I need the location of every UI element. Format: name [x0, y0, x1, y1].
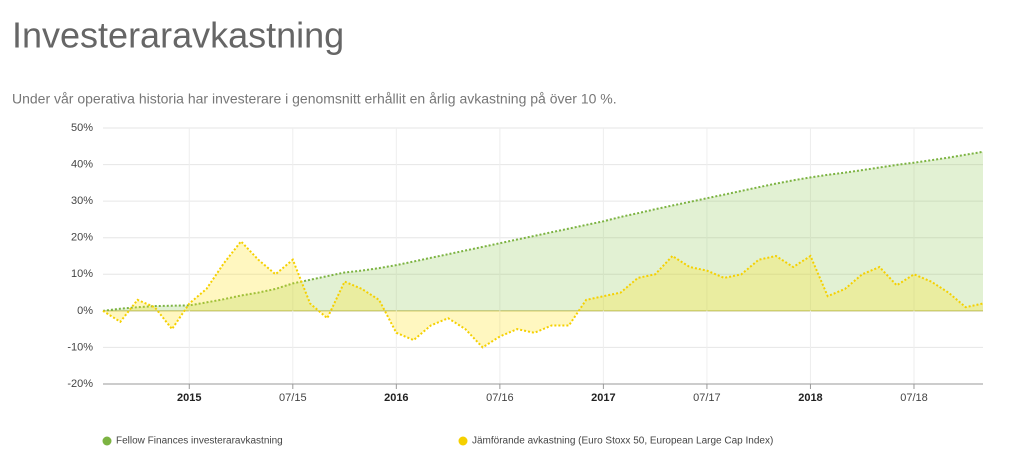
x-tick-label: 2015 [177, 392, 201, 404]
y-tick-label: 50% [71, 122, 93, 134]
legend-label: Jämförande avkastning (Euro Stoxx 50, Eu… [472, 436, 773, 447]
chart-subtitle: Under vår operativa historia har investe… [12, 91, 617, 107]
y-tick-label: -10% [67, 341, 93, 353]
x-tick-label: 2016 [384, 392, 408, 404]
x-tick-label: 07/17 [693, 392, 721, 404]
y-tick-label: 0% [77, 305, 93, 317]
legend-label: Fellow Finances investeraravkastning [116, 436, 283, 447]
chart-title: Investeraravkastning [12, 15, 344, 56]
y-tick-label: -20% [67, 378, 93, 390]
y-tick-label: 20% [71, 232, 93, 244]
x-tick-label: 2017 [591, 392, 615, 404]
area [103, 241, 983, 348]
x-tick-label: 07/15 [279, 392, 307, 404]
x-tick-label: 07/18 [900, 392, 928, 404]
x-tick-label: 07/16 [486, 392, 514, 404]
legend-marker [102, 436, 112, 446]
y-tick-label: 40% [71, 158, 93, 170]
y-tick-label: 10% [71, 268, 93, 280]
y-tick-label: 30% [71, 195, 93, 207]
x-tick-label: 2018 [798, 392, 822, 404]
area [103, 151, 983, 311]
legend-marker [458, 436, 468, 446]
